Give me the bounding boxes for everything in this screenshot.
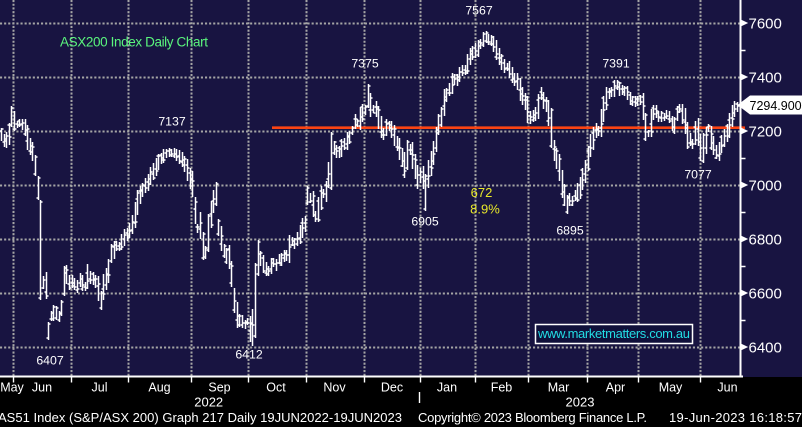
svg-text:6412: 6412 bbox=[235, 348, 263, 362]
svg-text:Sep: Sep bbox=[208, 381, 230, 395]
svg-text:6905: 6905 bbox=[411, 215, 439, 229]
svg-text:AS51 Index (S&P/ASX 200) Graph: AS51 Index (S&P/ASX 200) Graph 217 Daily… bbox=[0, 410, 402, 425]
svg-text:Jul: Jul bbox=[92, 381, 108, 395]
svg-text:7375: 7375 bbox=[351, 57, 379, 71]
svg-text:Oct: Oct bbox=[266, 381, 286, 395]
svg-text:Apr: Apr bbox=[606, 381, 625, 395]
svg-text:6400: 6400 bbox=[749, 340, 782, 357]
svg-text:Dec: Dec bbox=[381, 381, 403, 395]
svg-text:7400: 7400 bbox=[749, 70, 782, 87]
svg-text:2023: 2023 bbox=[566, 395, 595, 410]
svg-text:19-Jun-2023 16:18:57: 19-Jun-2023 16:18:57 bbox=[669, 410, 802, 425]
svg-text:Jun: Jun bbox=[717, 381, 737, 395]
svg-text:Copyright© 2023 Bloomberg Fina: Copyright© 2023 Bloomberg Finance L.P. bbox=[418, 410, 647, 425]
svg-text:Jun: Jun bbox=[32, 381, 52, 395]
svg-text:ASX200 Index Daily Chart: ASX200 Index Daily Chart bbox=[60, 35, 208, 50]
svg-text:Nov: Nov bbox=[323, 381, 346, 395]
svg-text:May: May bbox=[659, 381, 683, 395]
svg-text:7200: 7200 bbox=[749, 124, 782, 141]
svg-text:Aug: Aug bbox=[148, 381, 170, 395]
svg-text:Feb: Feb bbox=[491, 381, 513, 395]
svg-text:Mar: Mar bbox=[548, 381, 570, 395]
svg-text:7294.900: 7294.900 bbox=[750, 99, 802, 113]
svg-text:7137: 7137 bbox=[158, 115, 186, 129]
svg-text:672: 672 bbox=[471, 185, 493, 200]
svg-text:6895: 6895 bbox=[556, 224, 584, 238]
svg-text:May: May bbox=[0, 381, 24, 395]
svg-text:7000: 7000 bbox=[749, 178, 782, 195]
svg-text:7600: 7600 bbox=[749, 16, 782, 33]
svg-text:6600: 6600 bbox=[749, 286, 782, 303]
svg-text:2022: 2022 bbox=[194, 395, 223, 410]
svg-text:7567: 7567 bbox=[465, 4, 493, 18]
svg-text:8.9%: 8.9% bbox=[470, 201, 500, 216]
svg-text:www.marketmatters.com.au: www.marketmatters.com.au bbox=[537, 326, 690, 341]
svg-text:7391: 7391 bbox=[602, 57, 630, 71]
svg-text:6407: 6407 bbox=[36, 354, 64, 368]
svg-text:6800: 6800 bbox=[749, 232, 782, 249]
svg-text:7077: 7077 bbox=[684, 168, 712, 182]
svg-text:Jan: Jan bbox=[437, 381, 457, 395]
